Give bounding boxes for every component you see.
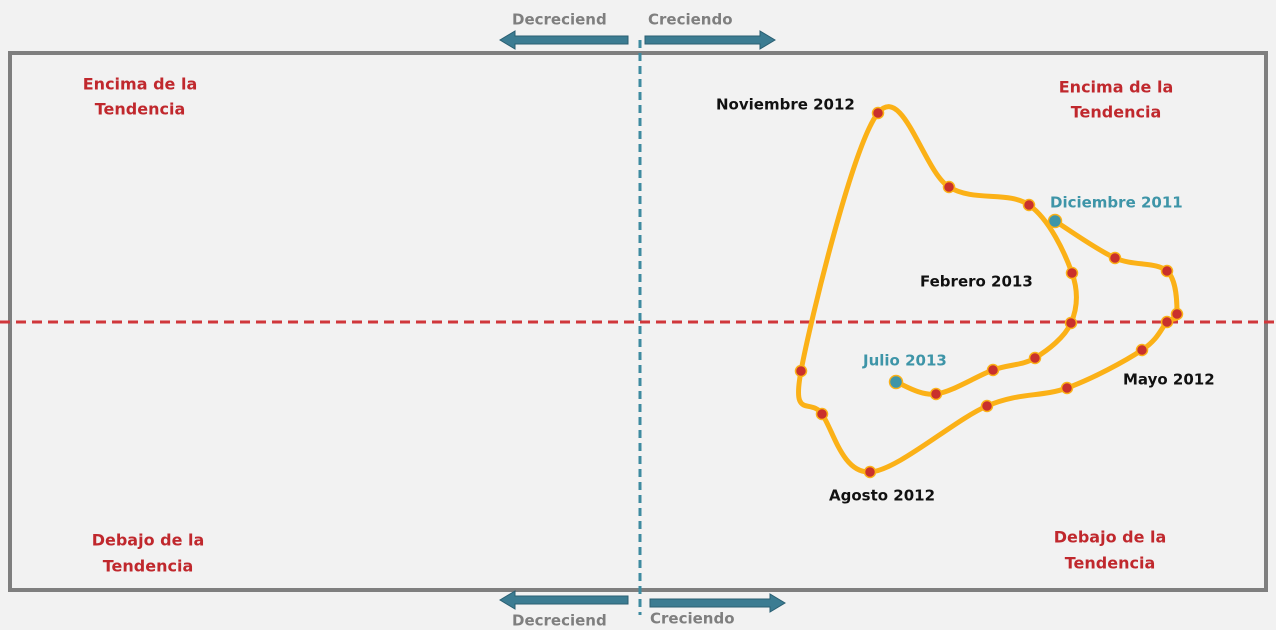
point (1160, 315, 1174, 329)
arrows (499, 30, 786, 613)
arrow-right (649, 593, 786, 613)
quadrant-label: Tendencia (103, 557, 194, 576)
point-label: Noviembre 2012 (716, 96, 855, 114)
point (942, 180, 956, 194)
point (815, 407, 829, 421)
quadrant-label: Tendencia (1065, 554, 1156, 573)
point (1135, 343, 1149, 357)
point (1064, 316, 1078, 330)
point (1065, 266, 1079, 280)
point (888, 374, 904, 390)
quadrant-label: Encima de la (83, 75, 197, 94)
arrow-left (499, 30, 629, 50)
arrow-right (644, 30, 776, 50)
point-label: Agosto 2012 (829, 487, 935, 505)
point (863, 465, 877, 479)
point (1047, 213, 1063, 229)
point (871, 106, 885, 120)
dots (794, 106, 1184, 479)
quadrant-label: Encima de la (1059, 78, 1173, 97)
point (986, 363, 1000, 377)
point (1028, 351, 1042, 365)
cycle-path (795, 104, 1180, 475)
point (929, 387, 943, 401)
point-label: Mayo 2012 (1123, 371, 1215, 389)
quadrant-label: Tendencia (1071, 103, 1162, 122)
point (1060, 381, 1074, 395)
arrow-label: Creciendo (650, 610, 735, 628)
point (1108, 251, 1122, 265)
point-label: Diciembre 2011 (1050, 194, 1183, 212)
quadrant-label: Tendencia (95, 100, 186, 119)
arrow-label: Decreciend (512, 11, 607, 29)
arrow-label: Creciendo (648, 11, 733, 29)
point-label: Febrero 2013 (920, 273, 1033, 291)
quadrant-label: Debajo de la (92, 531, 205, 550)
point (1160, 264, 1174, 278)
point (1022, 198, 1036, 212)
point-label: Julio 2013 (862, 352, 947, 370)
quadrant-label: Debajo de la (1054, 528, 1167, 547)
arrow-left (499, 590, 629, 610)
point (1170, 307, 1184, 321)
arrow-label: Decreciend (512, 612, 607, 630)
point (980, 399, 994, 413)
point (794, 364, 808, 378)
